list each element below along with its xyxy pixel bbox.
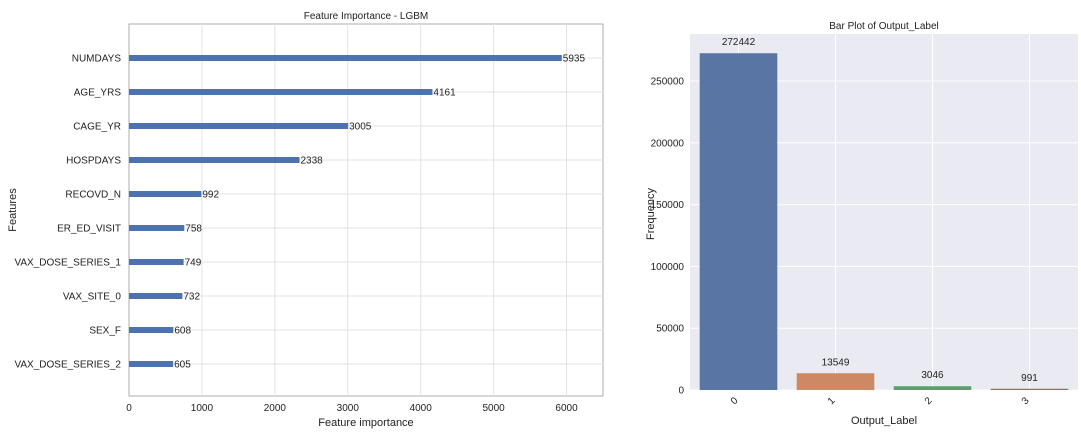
right-x-tick-label: 0	[729, 395, 741, 407]
right-y-tick-label: 50000	[656, 324, 684, 335]
left-value-label: 5935	[563, 54, 586, 65]
right-value-label: 272442	[722, 37, 756, 48]
right-x-tick-label: 1	[826, 395, 838, 407]
left-value-label: 608	[174, 326, 191, 337]
left-category-label: CAGE_YR	[73, 122, 121, 133]
left-category-label: SEX_F	[89, 326, 121, 337]
right-value-label: 13549	[822, 357, 850, 368]
right-x-axis-label: Output_Label	[851, 415, 917, 427]
right-y-tick-labels: 0 50000 100000 150000 200000 250000	[651, 76, 685, 396]
left-category-label: VAX_SITE_0	[63, 292, 122, 303]
left-x-tick-label: 6000	[555, 403, 578, 414]
left-x-tick-label: 2000	[264, 403, 287, 414]
right-y-tick-label: 250000	[651, 76, 685, 87]
right-bars	[699, 53, 1069, 390]
left-bar	[129, 89, 433, 95]
left-value-label: 992	[202, 190, 219, 201]
right-y-tick-label: 200000	[651, 138, 685, 149]
right-y-tick-label: 0	[678, 386, 684, 397]
left-bar	[129, 361, 174, 367]
right-x-tick-label: 3	[1020, 395, 1032, 407]
left-category-label: VAX_DOSE_SERIES_1	[14, 258, 121, 269]
left-gridlines	[129, 24, 603, 396]
left-category-label: NUMDAYS	[72, 54, 122, 65]
left-x-tick-label: 0	[126, 403, 132, 414]
right-bar	[699, 53, 778, 390]
left-bar	[129, 123, 349, 129]
left-category-label: AGE_YRS	[74, 88, 122, 99]
left-bar	[129, 225, 185, 231]
right-y-axis-label: Frequency	[645, 188, 657, 240]
right-x-tick-label: 2	[923, 395, 935, 407]
left-x-tick-label: 1000	[191, 403, 214, 414]
right-value-labels: 272442 13549 3046 991	[722, 37, 1038, 384]
left-value-label: 758	[185, 224, 202, 235]
feature-importance-chart: 5935 4161 3005 2338 992 758 749 732 608 605 NUMDA…	[7, 11, 604, 429]
left-bar	[129, 157, 300, 163]
left-value-label: 732	[183, 292, 200, 303]
left-x-tick-label: 3000	[337, 403, 360, 414]
left-x-axis-label: Feature importance	[318, 417, 413, 429]
left-value-label: 2338	[300, 156, 323, 167]
left-category-label: HOSPDAYS	[66, 156, 121, 167]
left-bar	[129, 259, 184, 265]
left-x-tick-label: 5000	[482, 403, 505, 414]
right-value-label: 991	[1021, 373, 1038, 384]
left-bar	[129, 55, 562, 61]
right-value-label: 3046	[921, 370, 944, 381]
right-y-tick-label: 150000	[651, 200, 685, 211]
left-value-label: 605	[174, 360, 191, 371]
left-value-label: 4161	[433, 88, 456, 99]
left-category-label: ER_ED_VISIT	[57, 224, 121, 235]
left-value-label: 3005	[349, 122, 372, 133]
right-bar	[796, 373, 875, 390]
left-y-axis-label: Features	[7, 188, 19, 232]
left-category-label: RECOVD_N	[65, 190, 121, 201]
left-bar	[129, 327, 174, 333]
left-bars	[129, 55, 562, 367]
left-value-label: 749	[185, 258, 202, 269]
left-bar	[129, 191, 202, 197]
right-bar	[893, 386, 972, 390]
right-chart-title: Bar Plot of Output_Label	[829, 21, 939, 32]
right-x-tick-labels: 0 1 2 3	[729, 395, 1032, 407]
left-value-labels: 5935 4161 3005 2338 992 758 749 732 608 605	[174, 54, 585, 371]
left-x-tick-labels: 0 1000 2000 3000 4000 5000 6000	[126, 403, 578, 414]
left-plot-area	[128, 23, 604, 397]
left-x-tick-label: 4000	[410, 403, 433, 414]
left-category-label: VAX_DOSE_SERIES_2	[14, 360, 121, 371]
right-bar	[990, 388, 1069, 390]
right-y-tick-label: 100000	[651, 262, 685, 273]
left-bar	[129, 293, 183, 299]
left-category-labels: NUMDAYS AGE_YRS CAGE_YR HOSPDAYS RECOVD_N ER_…	[14, 54, 121, 371]
left-chart-title: Feature Importance - LGBM	[304, 11, 429, 22]
